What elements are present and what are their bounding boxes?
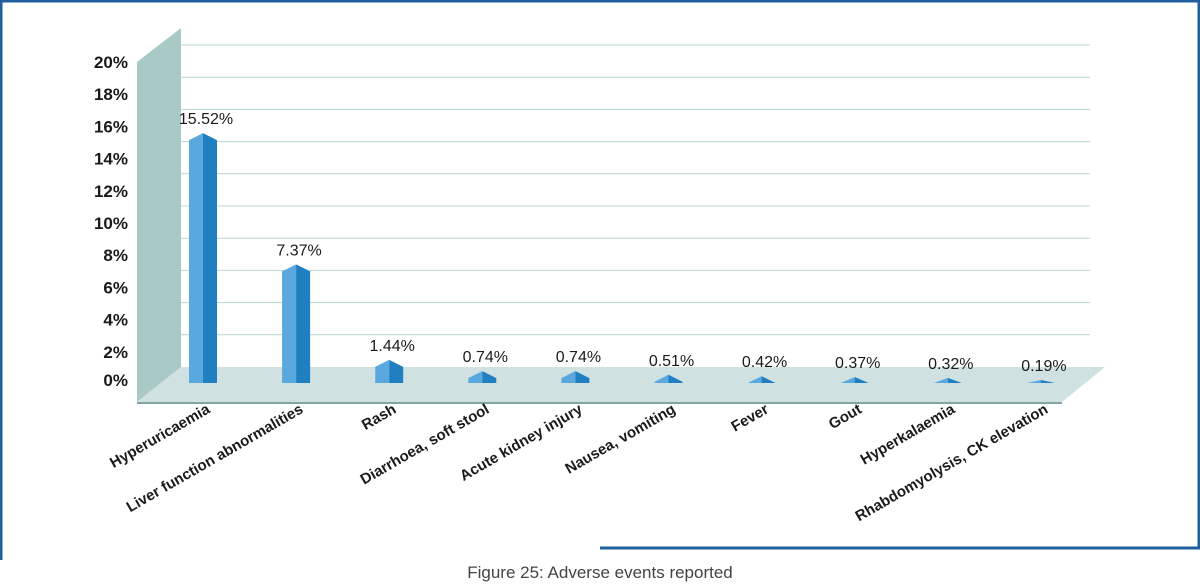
bar-face-light [654, 374, 669, 383]
bar [654, 374, 683, 383]
data-label: 0.74% [556, 349, 601, 366]
bar-face-light [375, 359, 390, 383]
data-label: 0.37% [835, 355, 880, 372]
left-wall [137, 28, 181, 402]
bar [747, 376, 776, 383]
y-tick-label: 10% [94, 214, 128, 233]
x-tick-label: Rhabdomyolysis, CK elevation [853, 401, 1051, 525]
bar-face-light [189, 133, 203, 383]
y-tick-label: 18% [94, 85, 128, 104]
data-label: 7.37% [276, 242, 321, 259]
y-tick-label: 2% [103, 343, 128, 362]
figure-caption: Figure 25: Adverse events reported [467, 563, 733, 582]
data-label: 0.42% [742, 354, 787, 371]
bar-face-light [933, 377, 948, 383]
y-tick-label: 14% [94, 150, 128, 169]
bar [1026, 379, 1055, 383]
y-tick-label: 4% [103, 311, 128, 330]
bar [561, 371, 590, 383]
bar-face-dark [761, 376, 776, 383]
x-tick-label: Gout [826, 401, 865, 433]
x-tick-label: Liver function abnormalities [124, 401, 306, 516]
bar-face-light [1026, 379, 1041, 383]
data-label: 0.19% [1021, 358, 1066, 375]
data-label: 0.74% [463, 349, 508, 366]
bar-face-light [747, 376, 762, 383]
bar-face-light [561, 371, 576, 383]
bar [840, 377, 869, 383]
bar [375, 359, 404, 383]
bar-face-dark [482, 371, 497, 383]
bar-face-light [840, 377, 855, 383]
y-tick-label: 0% [103, 371, 128, 390]
bar [282, 264, 311, 383]
bar [933, 377, 962, 383]
bar-face-dark [947, 377, 962, 383]
y-tick-label: 20% [94, 53, 128, 72]
bar-face-light [468, 371, 483, 383]
data-label: 15.52% [179, 111, 233, 128]
data-label: 1.44% [370, 338, 415, 355]
bar-face-dark [296, 264, 311, 383]
bar-face-dark [203, 133, 217, 383]
bar [189, 133, 217, 383]
y-tick-label: 12% [94, 182, 128, 201]
bar [468, 371, 497, 383]
bar-face-dark [575, 371, 590, 383]
bar-face-dark [1040, 379, 1055, 383]
x-tick-label: Rash [359, 401, 399, 434]
x-tick-label: Fever [728, 401, 771, 436]
bar-face-dark [854, 377, 869, 383]
data-label: 0.32% [928, 356, 973, 373]
bar-face-dark [389, 359, 404, 383]
y-tick-label: 16% [94, 117, 128, 136]
bar-face-dark [668, 374, 683, 383]
data-label: 0.51% [649, 353, 694, 370]
y-tick-label: 8% [103, 246, 128, 265]
y-tick-label: 6% [103, 278, 128, 297]
bar-face-light [282, 264, 297, 383]
